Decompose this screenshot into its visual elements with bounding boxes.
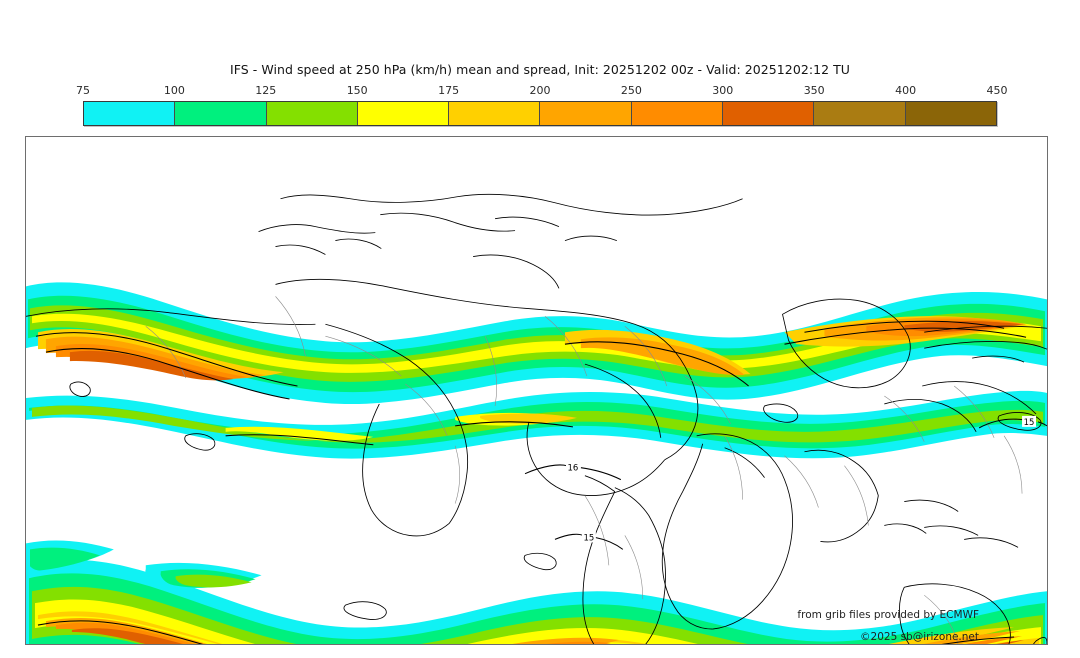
windfield-southern-hemisphere xyxy=(26,559,1047,644)
windfield-northern-secondary xyxy=(26,390,1047,459)
colorbar-swatch-200-250 xyxy=(540,102,632,125)
colorbar-tick-400: 400 xyxy=(895,84,917,97)
colorbar-tick-300: 300 xyxy=(712,84,734,97)
colorbar-swatch-400-450 xyxy=(905,102,996,125)
colorbar-tick-125: 125 xyxy=(255,84,277,97)
colorbar-swatch-350-400 xyxy=(814,102,906,125)
colorbar-tick-200: 200 xyxy=(529,84,551,97)
contour-label: 15 xyxy=(1024,417,1035,427)
page-title: IFS - Wind speed at 250 hPa (km/h) mean … xyxy=(230,62,850,77)
data-source-credit: from grib files provided by ECMWF xyxy=(797,609,979,621)
colorbar-swatch-175-200 xyxy=(449,102,541,125)
colorbar-swatch-75-100 xyxy=(84,102,176,125)
colorbar-swatch-125-150 xyxy=(266,102,358,125)
windfield-southern-polar xyxy=(26,540,262,588)
colorbar-tick-350: 350 xyxy=(803,84,825,97)
colorbar-tick-100: 100 xyxy=(163,84,185,97)
colorbar-tick-75: 75 xyxy=(76,84,90,97)
windfield-northern-hemisphere xyxy=(26,282,1047,404)
contour-label: 15 xyxy=(584,532,595,542)
contour-label-group: 15 16 15 xyxy=(565,415,1037,542)
colorbar-swatch-250-300 xyxy=(631,102,724,125)
contour-label: 16 xyxy=(568,463,579,473)
spread-contour-layer xyxy=(35,320,1047,644)
map-canvas-frame: 15 16 15 xyxy=(25,136,1048,645)
colorbar-tick-150: 150 xyxy=(346,84,368,97)
colorbar-swatches xyxy=(83,101,997,126)
colorbar-tick-175: 175 xyxy=(438,84,460,97)
country-border-layer xyxy=(145,296,1023,644)
colorbar-tick-450: 450 xyxy=(986,84,1008,97)
world-wind-speed-map: 15 16 15 xyxy=(26,137,1047,644)
copyright-credit: ©2025 sb@irizone.net xyxy=(860,631,979,643)
colorbar-swatch-300-350 xyxy=(723,102,815,125)
colorbar-tick-250: 250 xyxy=(620,84,642,97)
coastline-layer xyxy=(26,193,1047,644)
colorbar-swatch-150-175 xyxy=(357,102,450,125)
colorbar-legend: 75 100 125 150 175 200 250 300 350 400 450 xyxy=(76,84,1008,128)
colorbar-tick-labels: 75 100 125 150 175 200 250 300 350 400 450 xyxy=(76,84,1008,98)
colorbar-swatch-100-125 xyxy=(175,102,267,125)
